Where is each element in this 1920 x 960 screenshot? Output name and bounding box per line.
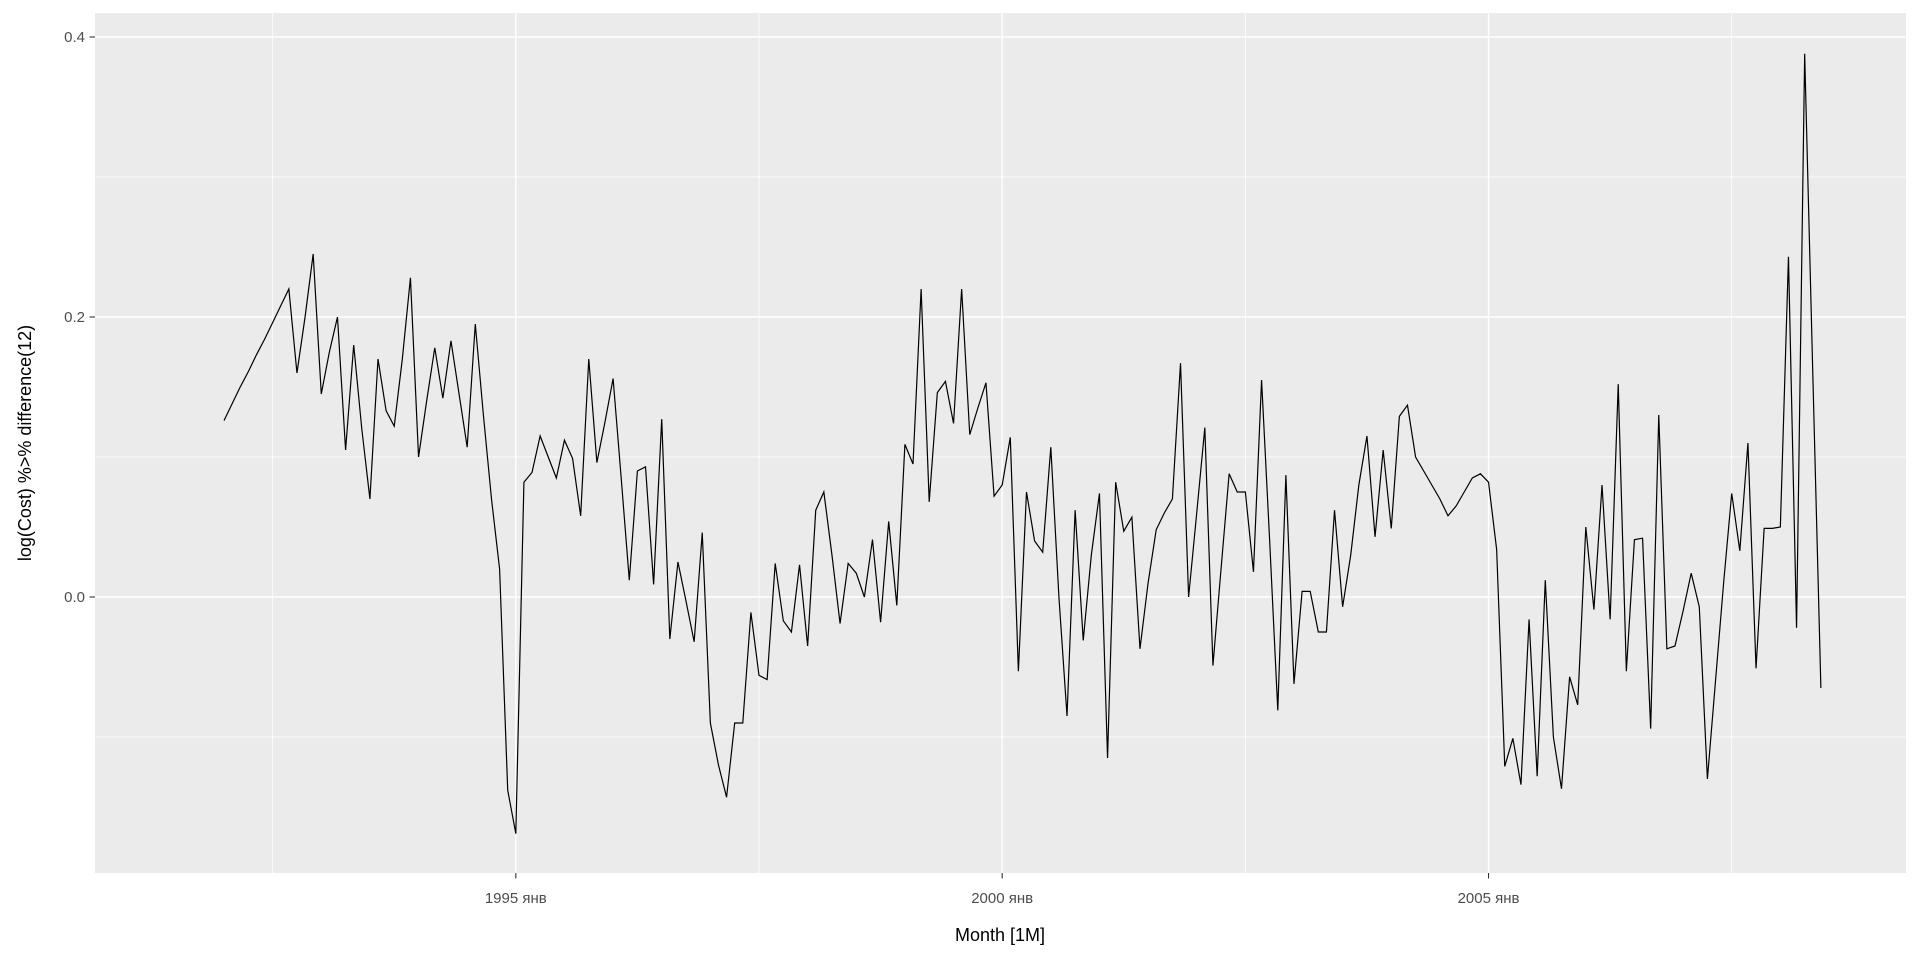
- axis-tick-labels: 0.4 0.2 0.0 1995 янв 2000 янв 2005 янв: [64, 29, 1519, 907]
- minor-gridlines: [95, 13, 1906, 873]
- major-gridlines: [95, 13, 1906, 873]
- x-tick-label: 2000 янв: [971, 890, 1033, 907]
- y-axis-title: log(Cost) %>% difference(12): [15, 325, 35, 561]
- x-axis-title: Month [1M]: [955, 925, 1045, 945]
- x-tick-label: 2005 янв: [1458, 890, 1520, 907]
- axis-tick-marks: [89, 36, 1490, 879]
- y-tick-label: 0.4: [64, 29, 85, 46]
- y-tick-label: 0.0: [64, 589, 85, 606]
- x-tick-label: 1995 янв: [485, 890, 547, 907]
- plot-panel: [95, 13, 1906, 873]
- y-tick-label: 0.2: [64, 309, 85, 326]
- series-group: [223, 53, 1822, 834]
- series-line: [223, 53, 1822, 834]
